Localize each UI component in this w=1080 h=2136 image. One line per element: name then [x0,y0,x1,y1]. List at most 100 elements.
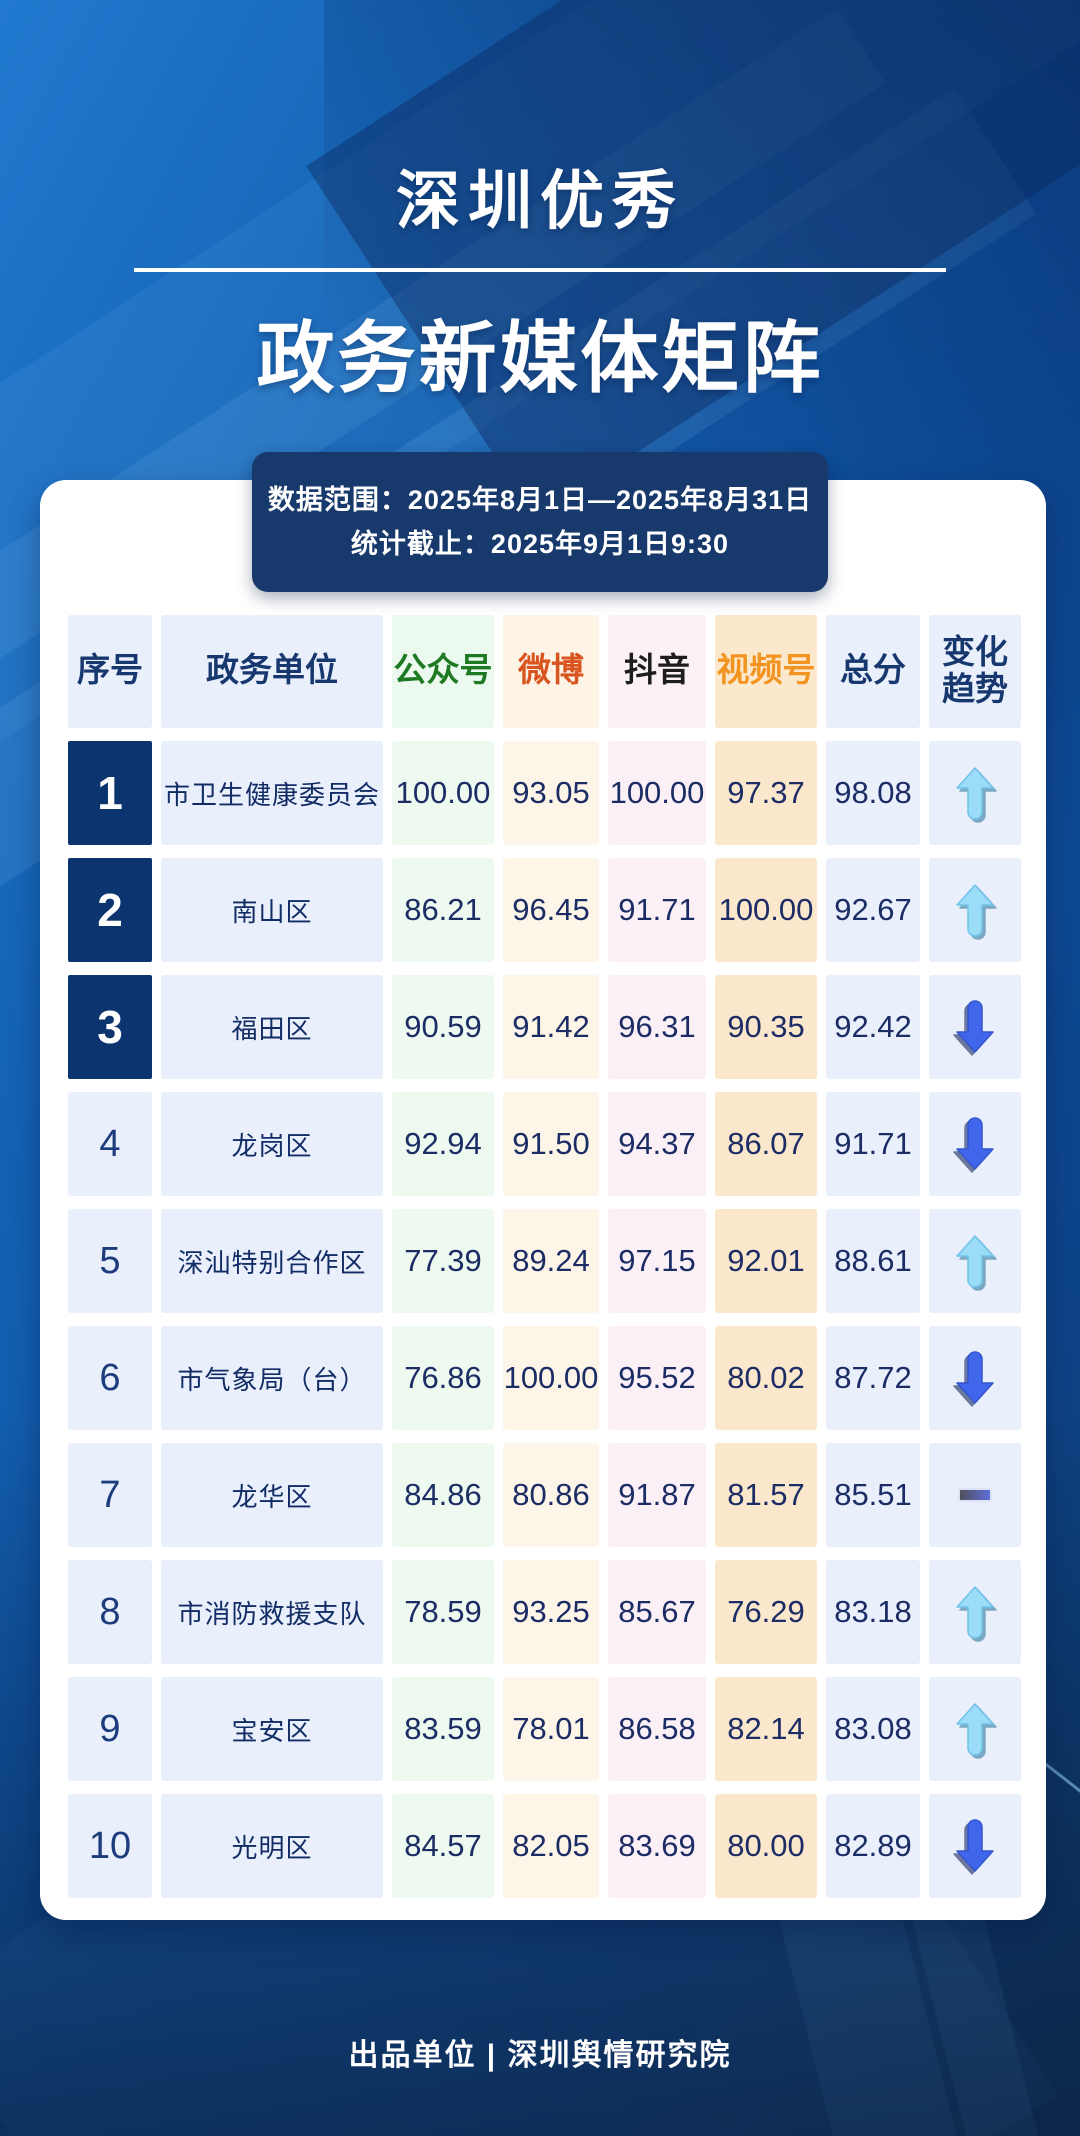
unit-name-cell: 福田区 [161,975,383,1079]
rank-cell: 3 [68,975,152,1079]
stat-cutoff-line: 统计截止：2025年9月1日9:30 [350,529,730,559]
douyin-score-cell: 94.37 [608,1092,706,1196]
gongzhonghao-score-cell: 83.59 [392,1677,494,1781]
trend-cell [929,1209,1021,1313]
title-divider [134,268,946,272]
col-header-shipinhao: 视频号 [715,615,817,728]
total-score-cell: 98.08 [826,741,920,845]
page-title-line1: 深圳优秀 [396,165,684,237]
rank-cell: 6 [68,1326,152,1430]
rank-cell: 4 [68,1092,152,1196]
shipinhao-score-cell: 100.00 [715,858,817,962]
trend-up-icon [956,1235,994,1288]
trend-down-icon [956,1819,994,1872]
page-title-line2: 政务新媒体矩阵 [256,314,824,402]
date-range-box: 数据范围：2025年8月1日—2025年8月31日 统计截止：2025年9月1日… [252,452,828,592]
unit-name-cell: 市消防救援支队 [161,1560,383,1664]
total-score-cell: 88.61 [826,1209,920,1313]
unit-name-cell: 南山区 [161,858,383,962]
col-header-unit: 政务单位 [161,615,383,728]
trend-cell [929,1560,1021,1664]
weibo-score-cell: 80.86 [503,1443,599,1547]
shipinhao-score-cell: 80.02 [715,1326,817,1430]
total-score-cell: 92.42 [826,975,920,1079]
douyin-score-cell: 100.00 [608,741,706,845]
shipinhao-score-cell: 92.01 [715,1209,817,1313]
col-header-weibo: 微博 [503,615,599,728]
trend-cell [929,741,1021,845]
gongzhonghao-score-cell: 100.00 [392,741,494,845]
gongzhonghao-score-cell: 76.86 [392,1326,494,1430]
douyin-score-cell: 85.67 [608,1560,706,1664]
rank-cell: 7 [68,1443,152,1547]
rank-cell: 2 [68,858,152,962]
shipinhao-score-cell: 76.29 [715,1560,817,1664]
gongzhonghao-score-cell: 84.57 [392,1794,494,1898]
rank-cell: 5 [68,1209,152,1313]
total-score-cell: 83.08 [826,1677,920,1781]
douyin-score-cell: 86.58 [608,1677,706,1781]
shipinhao-score-cell: 82.14 [715,1677,817,1781]
col-header-douyin: 抖音 [608,615,706,728]
douyin-score-cell: 97.15 [608,1209,706,1313]
weibo-score-cell: 82.05 [503,1794,599,1898]
unit-name-cell: 市气象局（台） [161,1326,383,1430]
trend-down-icon [956,1000,994,1053]
date-range-line: 数据范围：2025年8月1日—2025年8月31日 [267,485,813,515]
unit-name-cell: 龙华区 [161,1443,383,1547]
total-score-cell: 82.89 [826,1794,920,1898]
weibo-score-cell: 100.00 [503,1326,599,1430]
weibo-score-cell: 78.01 [503,1677,599,1781]
rank-cell: 10 [68,1794,152,1898]
trend-up-icon [956,767,994,820]
gongzhonghao-score-cell: 84.86 [392,1443,494,1547]
shipinhao-score-cell: 90.35 [715,975,817,1079]
trend-cell [929,858,1021,962]
total-score-cell: 83.18 [826,1560,920,1664]
shipinhao-score-cell: 86.07 [715,1092,817,1196]
col-header-total: 总分 [826,615,920,728]
col-header-trend: 变化趋势 [929,615,1021,728]
trend-cell [929,975,1021,1079]
ranking-card: 序号 政务单位 公众号 微博 抖音 视频号 总分 变化趋势 1 市卫生健康委员会… [40,480,1046,1920]
col-header-rank: 序号 [68,615,152,728]
trend-cell [929,1092,1021,1196]
trend-cell [929,1443,1021,1547]
rank-cell: 9 [68,1677,152,1781]
shipinhao-score-cell: 81.57 [715,1443,817,1547]
trend-cell [929,1326,1021,1430]
unit-name-cell: 龙岗区 [161,1092,383,1196]
trend-up-icon [956,884,994,937]
weibo-score-cell: 89.24 [503,1209,599,1313]
gongzhonghao-score-cell: 77.39 [392,1209,494,1313]
unit-name-cell: 光明区 [161,1794,383,1898]
trend-down-icon [956,1351,994,1404]
douyin-score-cell: 83.69 [608,1794,706,1898]
weibo-score-cell: 93.25 [503,1560,599,1664]
unit-name-cell: 深汕特别合作区 [161,1209,383,1313]
weibo-score-cell: 91.42 [503,975,599,1079]
rank-cell: 1 [68,741,152,845]
douyin-score-cell: 96.31 [608,975,706,1079]
producer-credit: 出品单位 | 深圳舆情研究院 [348,2039,732,2072]
gongzhonghao-score-cell: 90.59 [392,975,494,1079]
gongzhonghao-score-cell: 78.59 [392,1560,494,1664]
shipinhao-score-cell: 97.37 [715,741,817,845]
douyin-score-cell: 95.52 [608,1326,706,1430]
shipinhao-score-cell: 80.00 [715,1794,817,1898]
gongzhonghao-score-cell: 92.94 [392,1092,494,1196]
trend-flat-icon [958,1488,992,1502]
weibo-score-cell: 93.05 [503,741,599,845]
weibo-score-cell: 96.45 [503,858,599,962]
unit-name-cell: 市卫生健康委员会 [161,741,383,845]
trend-up-icon [956,1703,994,1756]
unit-name-cell: 宝安区 [161,1677,383,1781]
trend-cell [929,1677,1021,1781]
rank-cell: 8 [68,1560,152,1664]
ranking-table: 序号 政务单位 公众号 微博 抖音 视频号 总分 变化趋势 1 市卫生健康委员会… [68,615,1021,1898]
col-header-gongzhonghao: 公众号 [392,615,494,728]
douyin-score-cell: 91.87 [608,1443,706,1547]
gongzhonghao-score-cell: 86.21 [392,858,494,962]
total-score-cell: 91.71 [826,1092,920,1196]
